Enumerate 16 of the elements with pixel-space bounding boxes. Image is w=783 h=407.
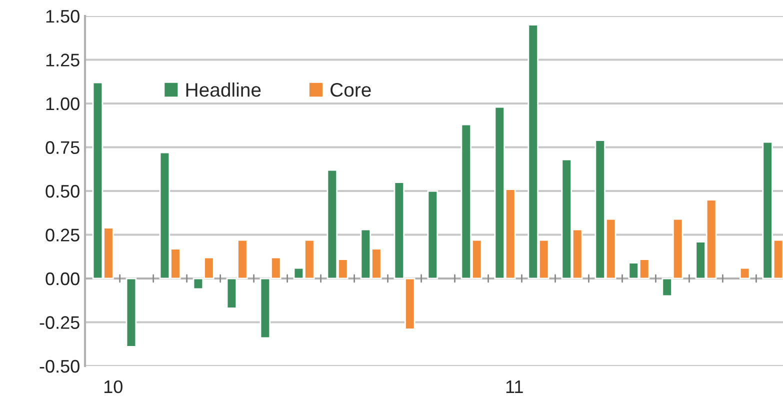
y-tick-label: 1.00 <box>46 97 80 110</box>
x-tick-label: 10 <box>104 380 122 394</box>
y-tick-label: 1.25 <box>46 54 80 66</box>
bar <box>427 190 438 280</box>
y-tick-label: -0.50 <box>40 360 80 373</box>
bar <box>126 278 137 348</box>
y-tick-label: 0.75 <box>46 141 80 154</box>
bar <box>739 267 750 280</box>
legend-label: Core <box>330 83 371 97</box>
x-tick-label: 11 <box>506 380 523 393</box>
y-tick-label: -0.25 <box>40 316 80 329</box>
y-tick-label: 1.50 <box>46 10 80 23</box>
legend-label: Headline <box>186 82 261 97</box>
y-tick-label: 0.00 <box>46 272 80 286</box>
y-tick-label: 0.25 <box>46 228 80 242</box>
y-tick-label: 0.50 <box>46 184 80 198</box>
